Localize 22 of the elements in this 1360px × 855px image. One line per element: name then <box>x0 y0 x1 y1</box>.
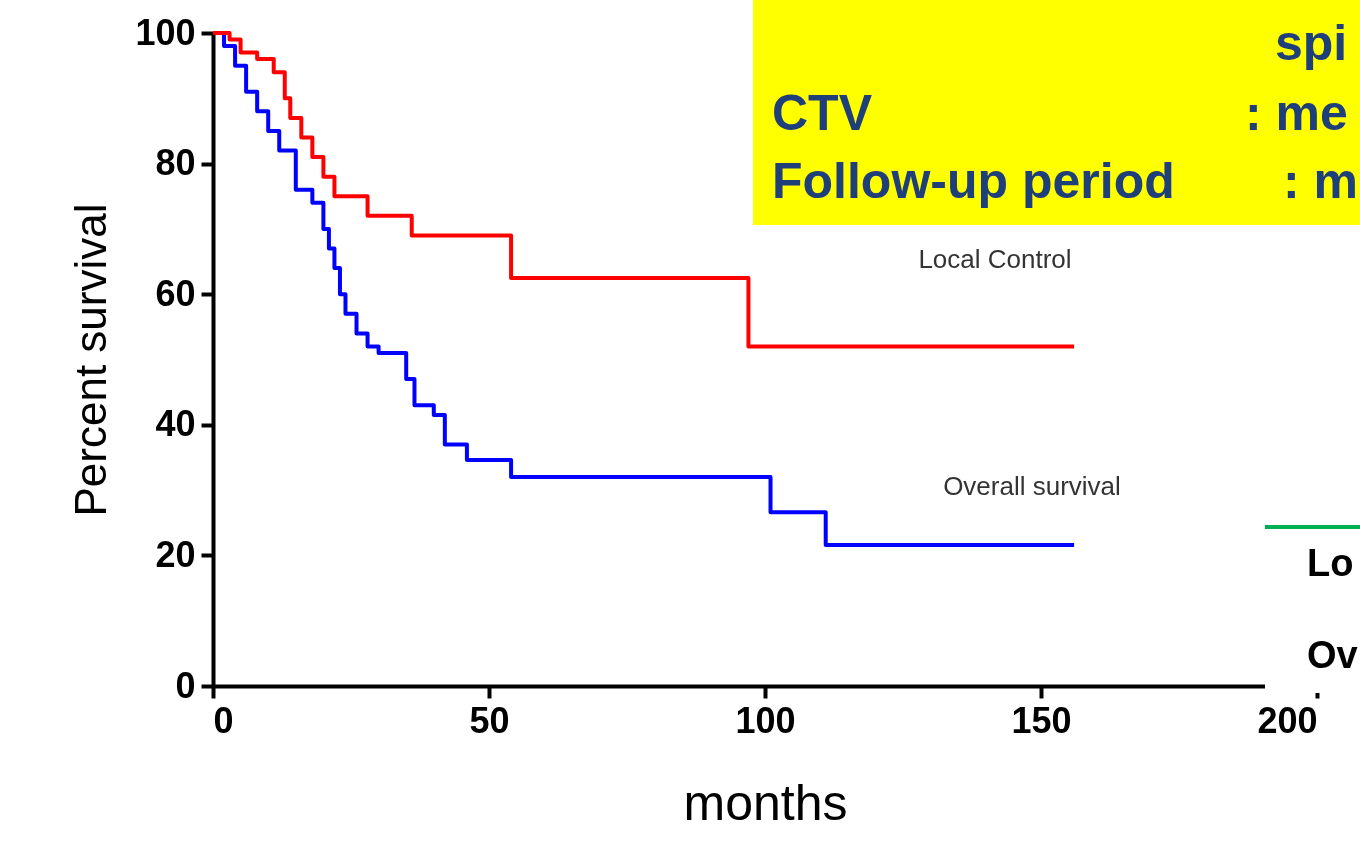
annotation: Ov <box>1307 634 1358 676</box>
series-label: Overall survival <box>943 471 1121 501</box>
x-tick-label: 50 <box>469 699 510 741</box>
x-tick-label: 150 <box>1011 699 1072 741</box>
x-tick-label: 200 <box>1257 699 1318 741</box>
annotation: Lo <box>1307 542 1354 584</box>
annotation: : me <box>1245 85 1348 141</box>
x-tick-label: 0 <box>213 699 234 741</box>
annotation: spi <box>1275 15 1348 71</box>
x-tick-label: 100 <box>735 699 796 741</box>
y-tick-label: 60 <box>155 272 196 314</box>
y-tick-label: 80 <box>155 142 196 184</box>
y-axis-title: Percent survival <box>66 203 116 517</box>
y-tick-label: 0 <box>175 664 196 706</box>
annotation: Follow-up period <box>772 153 1175 209</box>
y-tick-label: 100 <box>135 11 196 53</box>
text: Local Control <box>918 244 1072 274</box>
x-axis-title: months <box>683 774 848 831</box>
annotation: : m <box>1283 153 1358 209</box>
annotation: CTV <box>772 85 873 141</box>
y-tick-label: 40 <box>155 403 196 445</box>
y-tick-label: 20 <box>155 533 196 575</box>
